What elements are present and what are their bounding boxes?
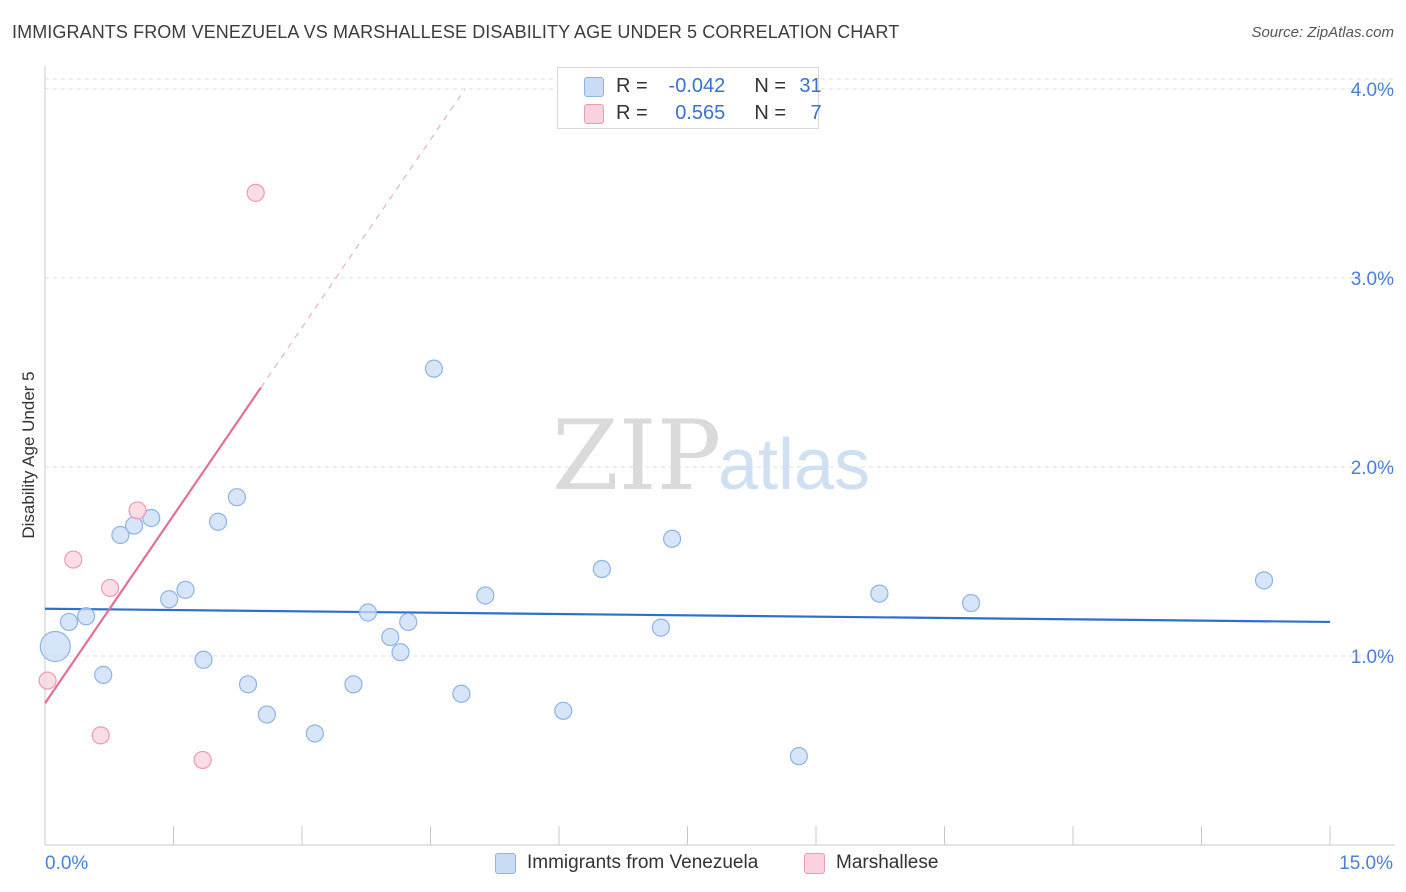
axis-layer (44, 66, 1395, 846)
y-tick-label: 2.0% (1351, 458, 1394, 479)
point-venezuela (111, 525, 130, 545)
trend-line-marshallese-extension (260, 89, 466, 388)
point-venezuela (651, 618, 671, 637)
point-venezuela (961, 593, 981, 613)
y-axis-label: Disability Age Under 5 (19, 371, 38, 538)
point-venezuela (208, 512, 228, 531)
point-marshallese (38, 671, 57, 690)
legend-n-label: N = (754, 102, 787, 124)
point-venezuela (160, 590, 179, 609)
legend-n-label: N = (754, 75, 787, 97)
point-venezuela (344, 675, 363, 694)
point-marshallese (101, 578, 120, 598)
legend-r-label: R = (616, 102, 648, 124)
legend-r-label: R = (616, 75, 648, 97)
point-venezuela (592, 559, 611, 579)
point-venezuela (424, 359, 444, 378)
point-venezuela (39, 630, 71, 663)
x-tick-label: 15.0% (1339, 853, 1393, 874)
y-tick-label: 3.0% (1351, 269, 1394, 290)
trend-layer (44, 89, 1331, 704)
x-tick-label: 0.0% (45, 853, 88, 874)
watermark: ZIP atlas (552, 400, 870, 512)
trend-line-venezuela (44, 607, 1331, 624)
point-marshallese (91, 726, 110, 745)
legend-row-venezuela: R = -0.042 N = 31 (616, 75, 822, 99)
point-venezuela (870, 584, 889, 603)
tick-layer: 1.0% 2.0% 3.0% 4.0% 0.0% 15.0% (45, 80, 1394, 874)
legend-row-marshallese: R = 0.565 N = 7 (616, 102, 822, 126)
bottom-legend-swatch-marshallese (804, 853, 825, 874)
point-marshallese (246, 183, 265, 202)
point-venezuela (257, 705, 276, 724)
legend-n-value: 31 (799, 75, 822, 97)
points-layer (38, 183, 1274, 770)
legend-swatch-marshallese (584, 104, 604, 124)
point-venezuela (789, 747, 808, 766)
legend-swatch-venezuela (584, 77, 604, 97)
legend-n-value: 7 (810, 102, 822, 124)
point-venezuela (358, 603, 378, 622)
point-venezuela (227, 488, 246, 507)
point-venezuela (399, 612, 418, 632)
point-venezuela (142, 508, 161, 528)
point-venezuela (94, 665, 113, 684)
point-venezuela (662, 529, 682, 548)
point-marshallese (64, 550, 83, 569)
chart-source: Source: ZipAtlas.com (1251, 24, 1394, 41)
point-marshallese (193, 750, 212, 770)
point-marshallese (128, 501, 147, 520)
legend-r-value: 0.565 (675, 102, 726, 124)
legend-r-value: -0.042 (668, 75, 726, 97)
grid-layer (45, 78, 1395, 657)
bottom-legend-swatch-venezuela (495, 853, 516, 874)
point-venezuela (238, 675, 258, 694)
point-venezuela (124, 516, 144, 535)
bottom-legend-venezuela: Immigrants from Venezuela (527, 852, 759, 873)
point-venezuela (305, 724, 324, 743)
y-tick-label: 4.0% (1351, 80, 1394, 101)
y-tick-label: 1.0% (1351, 647, 1394, 668)
point-venezuela (1254, 571, 1274, 590)
watermark-atlas: atlas (718, 425, 870, 505)
point-venezuela (476, 586, 495, 605)
bottom-legend-marshallese: Marshallese (836, 852, 939, 873)
point-venezuela (381, 627, 400, 647)
point-venezuela (59, 612, 79, 632)
trend-line-marshallese (44, 386, 262, 704)
point-venezuela (176, 580, 195, 599)
point-venezuela (452, 684, 471, 703)
chart-title: IMMIGRANTS FROM VENEZUELA VS MARSHALLESE… (12, 22, 900, 42)
point-venezuela (194, 650, 213, 669)
point-venezuela (77, 607, 96, 626)
watermark-zip: ZIP (552, 400, 721, 512)
correlation-legend: R = -0.042 N = 31 R = 0.565 N = 7 (557, 67, 822, 129)
point-venezuela (554, 701, 573, 720)
point-venezuela (391, 643, 410, 662)
